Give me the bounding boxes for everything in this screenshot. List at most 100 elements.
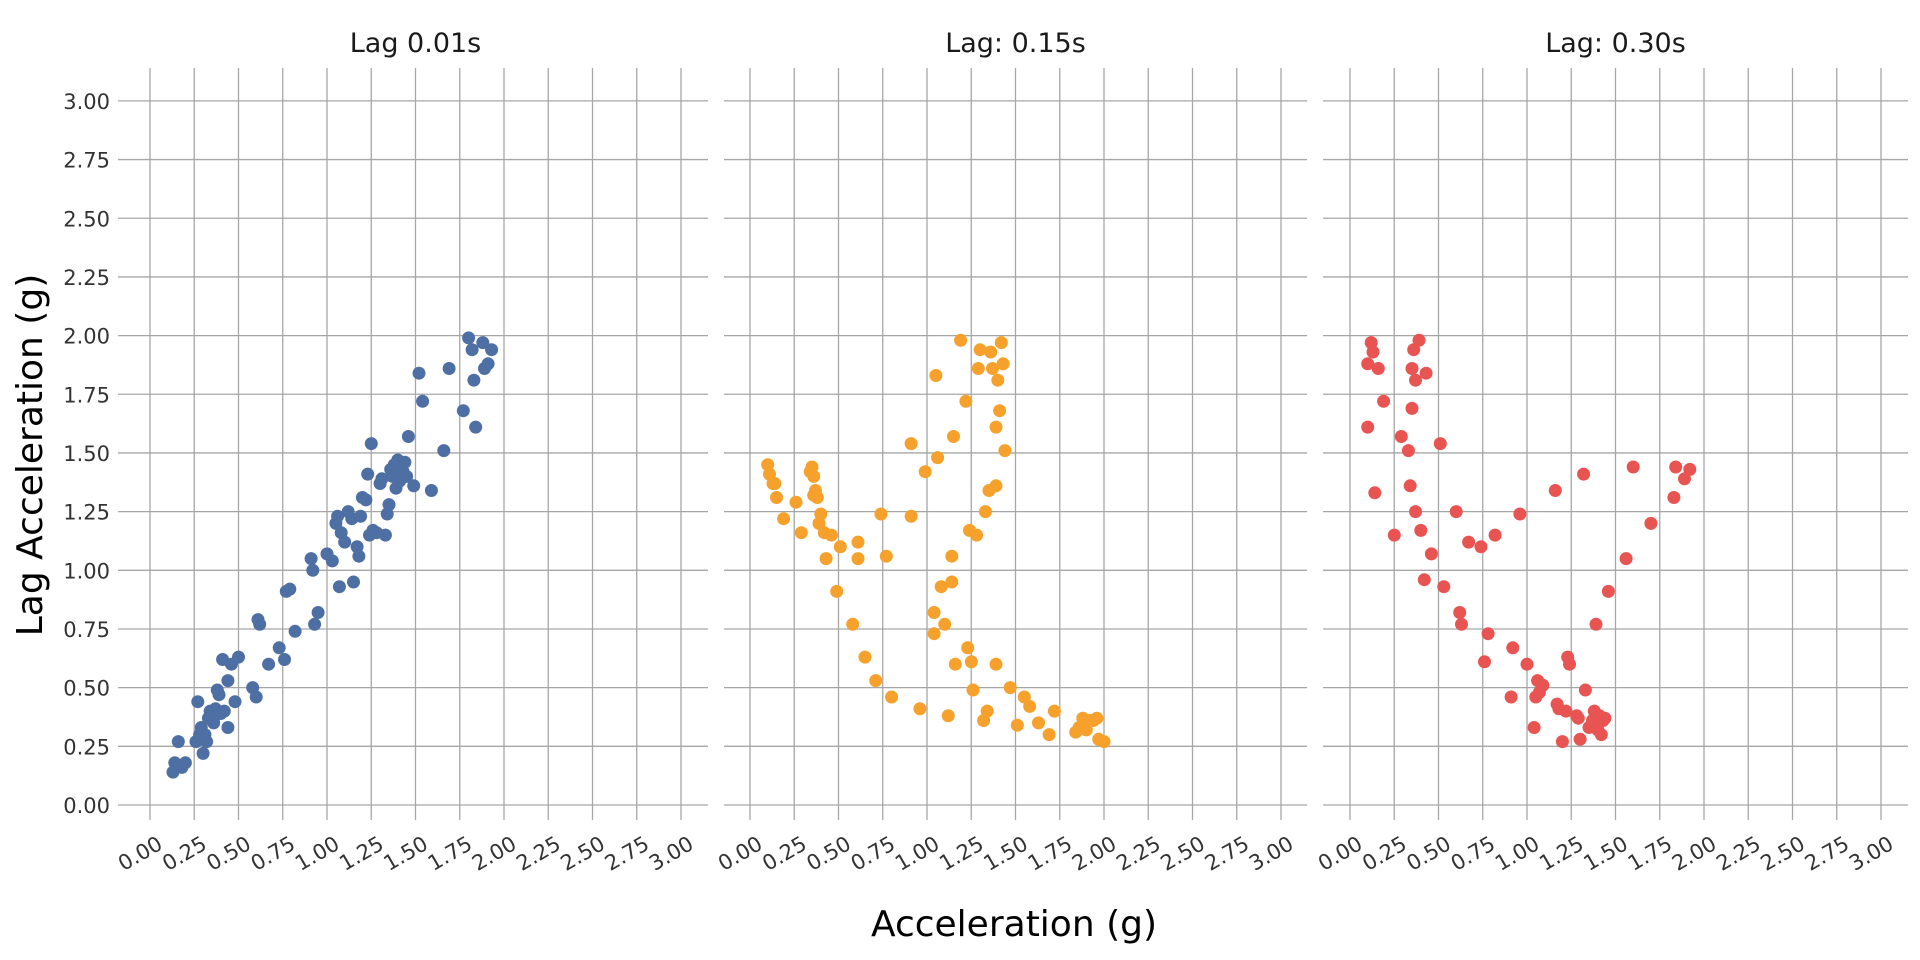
data-point xyxy=(918,465,932,479)
data-point xyxy=(1412,333,1426,347)
data-point xyxy=(272,641,286,655)
y-tick-label: 2.75 xyxy=(63,149,110,173)
data-point xyxy=(904,509,918,523)
data-point xyxy=(200,735,214,749)
data-point xyxy=(364,437,378,451)
data-point xyxy=(1047,704,1061,718)
data-point xyxy=(232,650,245,664)
data-point xyxy=(934,580,948,594)
data-point xyxy=(814,507,828,521)
data-point xyxy=(212,688,226,702)
data-point xyxy=(354,509,368,523)
data-point xyxy=(1449,505,1463,519)
data-point xyxy=(1403,479,1417,493)
data-point xyxy=(819,552,833,566)
data-point xyxy=(401,430,415,443)
data-point xyxy=(1361,357,1375,371)
data-point xyxy=(221,721,235,734)
data-point xyxy=(456,404,470,418)
data-point xyxy=(927,627,941,641)
data-point xyxy=(938,617,952,631)
data-point xyxy=(1097,735,1111,749)
data-point xyxy=(1577,467,1591,481)
data-point xyxy=(931,451,945,465)
data-point xyxy=(347,575,360,589)
data-point xyxy=(1409,373,1422,387)
data-point xyxy=(1548,484,1562,497)
data-point xyxy=(1405,362,1419,375)
panel-2: Lag: 0.15s0.000.250.500.751.001.251.501.… xyxy=(714,28,1307,876)
data-point xyxy=(1453,606,1467,619)
data-point xyxy=(249,690,263,704)
data-point xyxy=(1371,362,1385,375)
data-point xyxy=(171,735,185,749)
data-point xyxy=(283,582,297,596)
data-point xyxy=(789,495,803,509)
data-point xyxy=(1023,699,1037,713)
data-point xyxy=(970,528,984,542)
data-point xyxy=(1042,728,1056,742)
data-point xyxy=(398,455,412,469)
data-point xyxy=(1474,540,1488,554)
data-point xyxy=(1555,735,1569,749)
x-tick-label: 3.00 xyxy=(1845,832,1898,876)
y-tick-label: 3.00 xyxy=(63,90,110,114)
data-point xyxy=(1559,704,1573,718)
data-point xyxy=(1488,528,1502,542)
data-point xyxy=(1409,505,1422,519)
data-point xyxy=(304,552,318,566)
data-point xyxy=(993,404,1007,418)
data-point xyxy=(1513,507,1527,521)
data-point xyxy=(221,674,235,688)
data-point xyxy=(989,420,1003,434)
data-point xyxy=(1394,430,1408,443)
panel-grid xyxy=(118,68,708,820)
y-tick-label: 1.25 xyxy=(63,501,110,525)
data-point xyxy=(1405,401,1419,415)
data-point xyxy=(986,362,999,375)
data-point xyxy=(481,357,495,371)
panel-title: Lag 0.01s xyxy=(350,28,482,59)
data-point xyxy=(904,437,918,451)
data-point xyxy=(476,336,490,350)
data-point xyxy=(1520,657,1534,671)
data-point xyxy=(416,394,430,408)
data-point xyxy=(991,373,1005,387)
data-point xyxy=(941,709,955,723)
data-point xyxy=(1598,711,1612,725)
data-point xyxy=(332,580,346,594)
data-point xyxy=(400,469,414,483)
y-tick-label: 0.00 xyxy=(63,794,110,818)
data-point xyxy=(945,575,959,589)
data-point xyxy=(830,584,844,598)
data-point xyxy=(1455,617,1468,631)
y-axis-tick-labels: 0.00 0.25 0.50 0.75 1.00 1.25 1.50 1.75 2.00 2.25… xyxy=(63,90,110,818)
y-tick-label: 0.75 xyxy=(63,618,110,642)
data-point xyxy=(945,549,959,563)
y-tick-label: 2.00 xyxy=(63,325,110,349)
data-point xyxy=(824,528,838,542)
y-axis-title: Lag Acceleration (g) xyxy=(10,274,51,637)
data-point xyxy=(980,704,994,718)
data-point xyxy=(424,484,438,497)
data-point xyxy=(929,369,943,382)
data-point xyxy=(325,554,339,568)
data-point xyxy=(361,467,375,481)
panel-points xyxy=(1361,333,1697,749)
y-tick-label: 2.50 xyxy=(63,207,110,231)
data-point xyxy=(1010,718,1024,732)
data-point xyxy=(989,479,1003,493)
data-point xyxy=(833,540,847,554)
data-point xyxy=(768,477,782,490)
data-point xyxy=(217,704,231,718)
panel-1: Lag 0.01s0.000.250.500.751.001.251.501.7… xyxy=(114,28,708,876)
data-point xyxy=(1481,627,1495,641)
data-point xyxy=(412,366,426,380)
x-tick-label: 3.00 xyxy=(1245,832,1298,876)
data-point xyxy=(191,695,205,709)
data-point xyxy=(994,336,1008,350)
data-point xyxy=(947,430,960,443)
data-point xyxy=(858,650,872,664)
y-tick-label: 1.75 xyxy=(63,383,110,407)
